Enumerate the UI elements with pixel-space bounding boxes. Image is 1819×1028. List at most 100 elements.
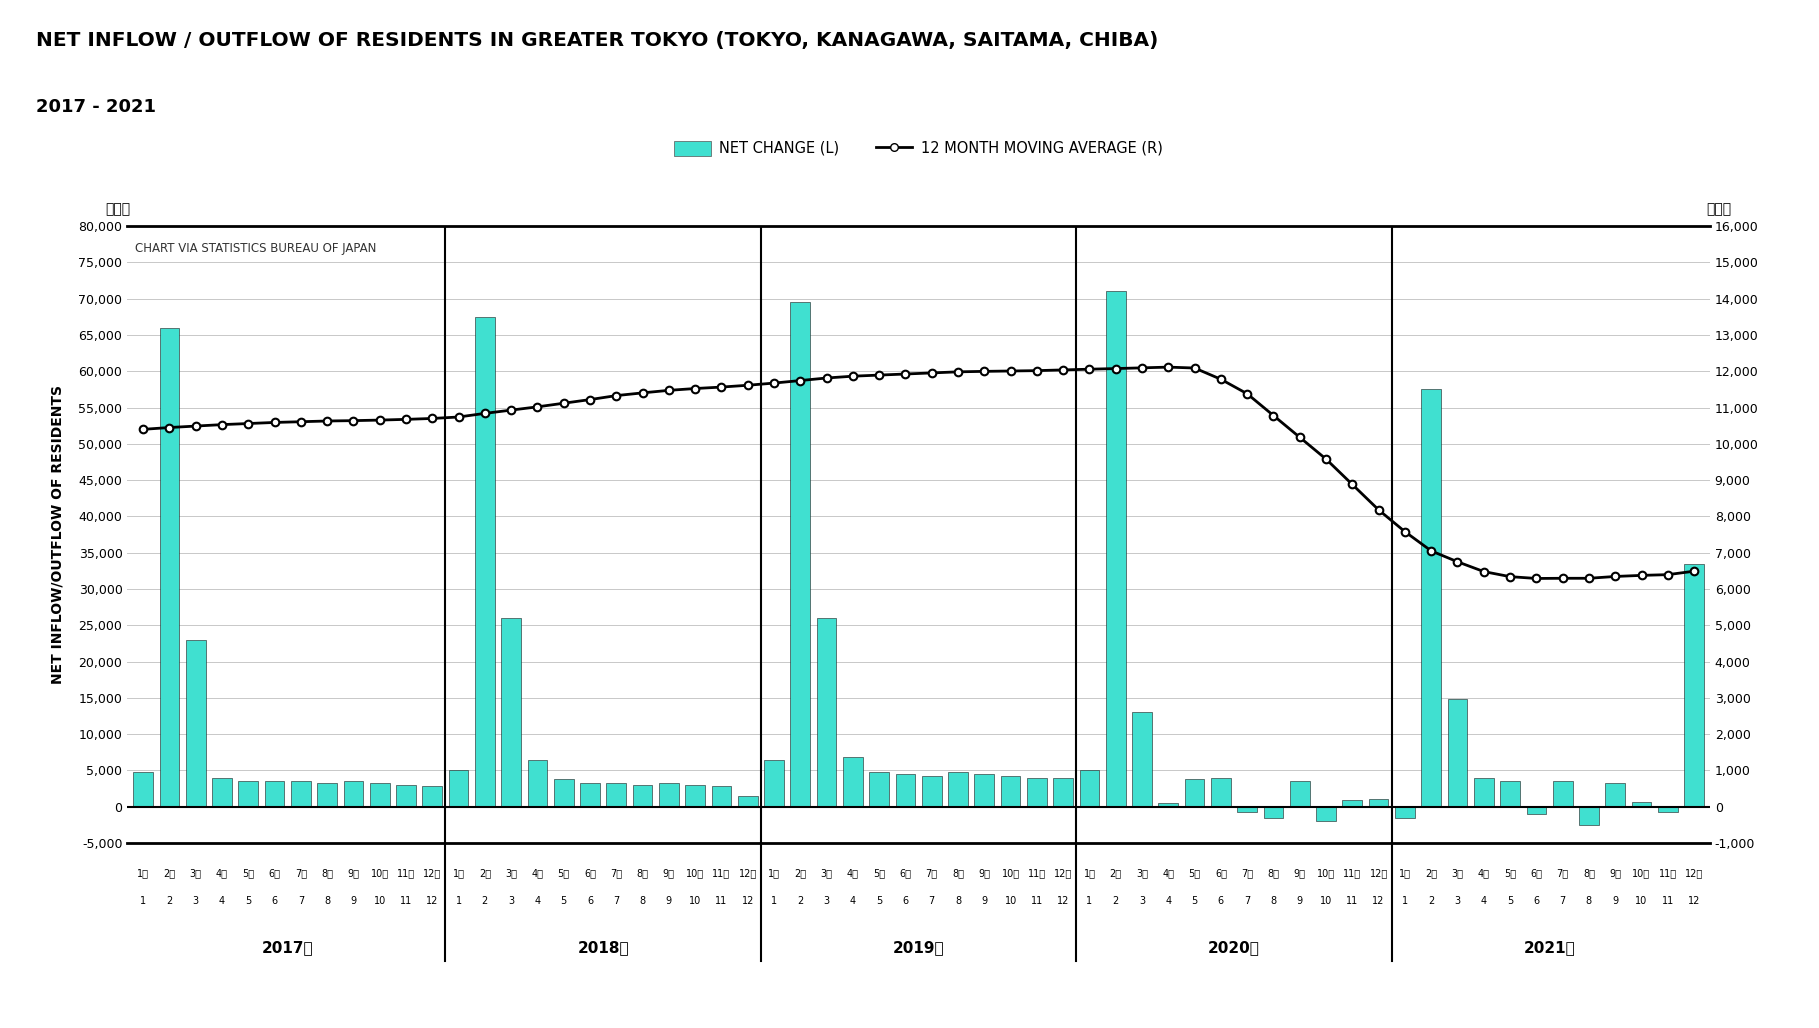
- Bar: [1159, 803, 1179, 807]
- Text: 9月: 9月: [979, 869, 990, 879]
- Text: 8: 8: [955, 896, 960, 907]
- Text: （人）: （人）: [106, 201, 131, 216]
- Bar: [186, 639, 206, 807]
- Bar: [1501, 781, 1521, 807]
- Text: 4月: 4月: [1477, 869, 1490, 879]
- Text: 4月: 4月: [1162, 869, 1175, 879]
- Bar: [1184, 779, 1204, 807]
- Bar: [1473, 777, 1493, 807]
- Text: 9月: 9月: [1610, 869, 1621, 879]
- Text: 6: 6: [588, 896, 593, 907]
- Text: 3: 3: [824, 896, 829, 907]
- Bar: [213, 777, 231, 807]
- Bar: [764, 760, 784, 807]
- Text: 1: 1: [455, 896, 462, 907]
- Bar: [1448, 699, 1468, 807]
- Text: 7月: 7月: [295, 869, 307, 879]
- Text: （人）: （人）: [1706, 201, 1732, 216]
- Bar: [1421, 390, 1441, 807]
- Text: 3月: 3月: [506, 869, 517, 879]
- Text: 7月: 7月: [609, 869, 622, 879]
- Text: 12: 12: [1688, 896, 1701, 907]
- Text: 2019年: 2019年: [893, 941, 944, 956]
- Text: 2月: 2月: [1110, 869, 1122, 879]
- Bar: [791, 302, 809, 807]
- Text: 6月: 6月: [1530, 869, 1543, 879]
- Text: 12月: 12月: [424, 869, 442, 879]
- Bar: [975, 774, 995, 807]
- Bar: [948, 772, 968, 807]
- Text: 12月: 12月: [739, 869, 757, 879]
- Text: 12月: 12月: [1053, 869, 1073, 879]
- Bar: [633, 785, 653, 807]
- Text: 2017 - 2021: 2017 - 2021: [36, 98, 156, 116]
- Text: 9: 9: [1612, 896, 1619, 907]
- Text: 2: 2: [482, 896, 487, 907]
- Text: 3: 3: [1139, 896, 1146, 907]
- Text: 7: 7: [1244, 896, 1250, 907]
- Text: 1月: 1月: [136, 869, 149, 879]
- Text: 11月: 11月: [1659, 869, 1677, 879]
- Text: 11月: 11月: [1028, 869, 1046, 879]
- Text: 2017年: 2017年: [262, 941, 313, 956]
- Text: 8: 8: [640, 896, 646, 907]
- Text: 8月: 8月: [1268, 869, 1279, 879]
- Text: 11: 11: [1663, 896, 1673, 907]
- Text: 7月: 7月: [1557, 869, 1568, 879]
- Bar: [711, 786, 731, 807]
- Text: 1月: 1月: [1084, 869, 1095, 879]
- Text: 11: 11: [1031, 896, 1042, 907]
- Text: 7月: 7月: [926, 869, 939, 879]
- Bar: [266, 781, 284, 807]
- Text: 8月: 8月: [637, 869, 649, 879]
- Bar: [422, 786, 442, 807]
- Bar: [606, 783, 626, 807]
- Text: 12: 12: [426, 896, 438, 907]
- Text: 3月: 3月: [189, 869, 202, 879]
- Text: 10: 10: [1004, 896, 1017, 907]
- Text: 8月: 8月: [1583, 869, 1595, 879]
- Bar: [1632, 802, 1652, 807]
- Text: 6: 6: [1219, 896, 1224, 907]
- Text: 3: 3: [1455, 896, 1461, 907]
- Bar: [1342, 800, 1362, 807]
- Text: 6月: 6月: [584, 869, 597, 879]
- Text: 2月: 2月: [1424, 869, 1437, 879]
- Text: 6月: 6月: [1215, 869, 1226, 879]
- Text: 12: 12: [1057, 896, 1070, 907]
- Bar: [553, 779, 573, 807]
- Bar: [291, 781, 311, 807]
- Text: NET INFLOW / OUTFLOW OF RESIDENTS IN GREATER TOKYO (TOKYO, KANAGAWA, SAITAMA, CH: NET INFLOW / OUTFLOW OF RESIDENTS IN GRE…: [36, 31, 1159, 49]
- Text: 9: 9: [666, 896, 671, 907]
- Bar: [1684, 563, 1704, 807]
- Text: 5: 5: [877, 896, 882, 907]
- Bar: [1395, 807, 1415, 817]
- Text: 11: 11: [1346, 896, 1359, 907]
- Bar: [502, 618, 520, 807]
- Bar: [1264, 807, 1284, 817]
- Text: 8月: 8月: [951, 869, 964, 879]
- Text: 5月: 5月: [558, 869, 569, 879]
- Text: 6月: 6月: [899, 869, 911, 879]
- Bar: [869, 772, 889, 807]
- Text: CHART VIA STATISTICS BUREAU OF JAPAN: CHART VIA STATISTICS BUREAU OF JAPAN: [135, 242, 377, 255]
- Bar: [1606, 782, 1624, 807]
- Text: 7: 7: [298, 896, 304, 907]
- Bar: [1317, 807, 1335, 821]
- Bar: [895, 774, 915, 807]
- Text: 3: 3: [193, 896, 198, 907]
- Text: 12月: 12月: [1370, 869, 1388, 879]
- Text: 7月: 7月: [1241, 869, 1253, 879]
- Text: 10月: 10月: [371, 869, 389, 879]
- Text: 9: 9: [980, 896, 988, 907]
- Text: 8: 8: [324, 896, 331, 907]
- Text: 5: 5: [560, 896, 568, 907]
- Bar: [238, 781, 258, 807]
- Text: 5月: 5月: [1504, 869, 1515, 879]
- Text: 10: 10: [373, 896, 386, 907]
- Text: 6: 6: [1533, 896, 1539, 907]
- Bar: [475, 317, 495, 807]
- Text: 10: 10: [1635, 896, 1648, 907]
- Bar: [580, 783, 600, 807]
- Text: 2021年: 2021年: [1524, 941, 1575, 956]
